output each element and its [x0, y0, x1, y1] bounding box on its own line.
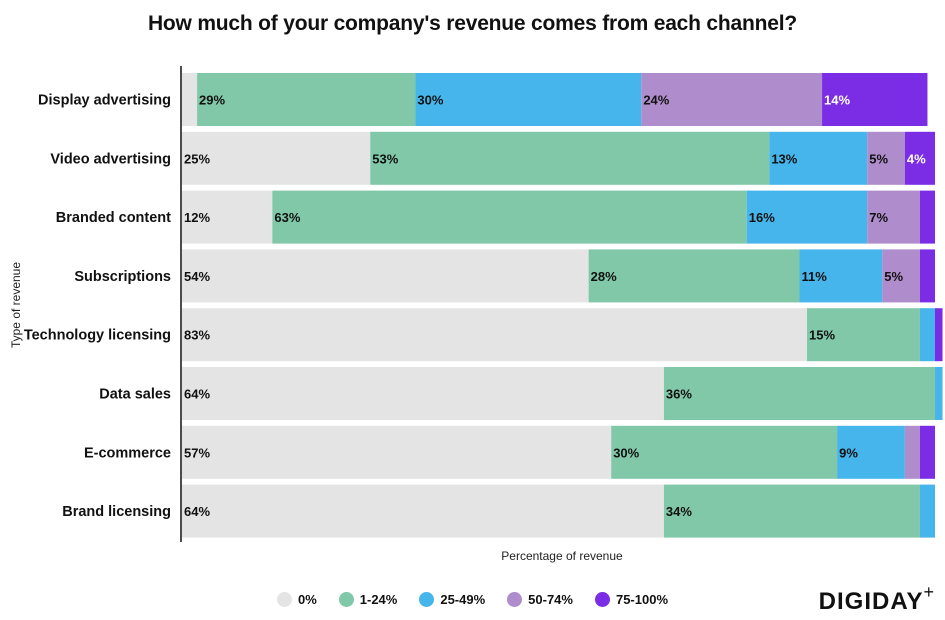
bar-segment-e-commerce-1-24 — [611, 425, 838, 479]
legend-item-1-24: 1-24% — [338, 592, 398, 607]
bar-segment-branded-content-1-24 — [272, 190, 747, 244]
bar-segment-video-advertising-75-100 — [904, 131, 935, 185]
bar-segment-video-advertising-1-24 — [370, 131, 770, 185]
category-label-e-commerce: E-commerce — [84, 445, 171, 461]
bar-segment-display-advertising-25-49 — [415, 73, 642, 126]
data-label-video-advertising-1-24: 53% — [372, 151, 398, 166]
data-label-display-advertising-50-74: 24% — [643, 93, 669, 108]
legend-item-zero: 0% — [276, 592, 317, 607]
bar-segment-branded-content-zero — [182, 190, 273, 244]
legend-label: 50-74% — [528, 592, 573, 607]
data-label-e-commerce-1-24: 30% — [613, 445, 639, 460]
category-label-brand-licensing: Brand licensing — [62, 504, 171, 520]
legend: 0% 1-24% 25-49% 50-74% 75-100% — [0, 592, 945, 607]
legend-item-75-100: 75-100% — [594, 592, 669, 607]
bar-segment-data-sales-1-24 — [663, 367, 935, 420]
data-label-brand-licensing-1-24: 34% — [666, 504, 692, 519]
data-label-subscriptions-25-49: 11% — [801, 269, 827, 284]
bar-segment-e-commerce-zero — [182, 425, 612, 479]
bar-segment-subscriptions-75-100 — [919, 249, 935, 303]
legend-label: 0% — [297, 592, 317, 607]
data-label-technology-licensing-zero: 83% — [184, 328, 210, 343]
data-label-subscriptions-zero: 54% — [184, 269, 210, 284]
data-label-video-advertising-75-100: 4% — [907, 151, 926, 166]
bar-segment-technology-licensing-75-100 — [935, 308, 943, 362]
bar-segment-e-commerce-75-100 — [919, 425, 935, 479]
data-label-e-commerce-zero: 57% — [184, 445, 210, 460]
data-label-display-advertising-25-49: 30% — [417, 93, 443, 108]
data-label-subscriptions-1-24: 28% — [591, 269, 617, 284]
bar-segment-brand-licensing-25-49 — [919, 484, 935, 538]
data-label-video-advertising-zero: 25% — [184, 151, 210, 166]
bar-segment-branded-content-75-100 — [919, 190, 935, 244]
category-label-branded-content: Branded content — [56, 210, 171, 226]
legend-label: 1-24% — [359, 592, 398, 607]
digiday-logo: DIGIDAY+ — [818, 582, 935, 615]
category-labels: Display advertising Video advertising Bran… — [24, 93, 171, 521]
bar-segment-display-advertising-50-74 — [641, 73, 823, 126]
bar-segment-subscriptions-25-49 — [799, 249, 883, 303]
chart-title: How much of your company's revenue comes… — [147, 12, 798, 35]
stacked-bar-chart: 29% 30% 24% 14% 25% 53% 13% 5% 4% 12% 63% 16% 7% 54% 2… — [9, 66, 943, 563]
legend-label: 25-49% — [440, 592, 486, 607]
bar-segment-brand-licensing-1-24 — [663, 484, 920, 538]
data-label-e-commerce-25-49: 9% — [839, 445, 858, 460]
data-label-branded-content-1-24: 63% — [274, 210, 300, 225]
legend-label: 75-100% — [615, 592, 669, 607]
data-label-display-advertising-75-100: 14% — [824, 93, 850, 108]
bar-segment-data-sales-25-49 — [935, 367, 943, 420]
x-axis-title: Percentage of revenue — [501, 549, 623, 563]
y-axis-title: Type of revenue — [9, 262, 23, 348]
bar-segment-display-advertising-zero — [182, 73, 198, 126]
bar-segment-subscriptions-50-74 — [882, 249, 920, 303]
data-label-technology-licensing-1-24: 15% — [809, 328, 835, 343]
bar-segment-video-advertising-25-49 — [769, 131, 868, 185]
data-label-branded-content-zero: 12% — [184, 210, 210, 225]
bar-segment-technology-licensing-25-49 — [919, 308, 935, 362]
bar-segment-data-sales-zero — [182, 367, 664, 420]
data-label-branded-content-25-49: 16% — [749, 210, 775, 225]
bar-segment-branded-content-50-74 — [867, 190, 920, 244]
bar-segment-subscriptions-1-24 — [588, 249, 800, 303]
data-label-brand-licensing-zero: 64% — [184, 504, 210, 519]
data-label-display-advertising-1-24: 29% — [199, 93, 225, 108]
bar-segment-display-advertising-75-100 — [822, 73, 928, 126]
legend-item-25-49: 25-49% — [419, 592, 485, 607]
category-label-display-advertising: Display advertising — [38, 93, 171, 109]
legend-item-50-74: 50-74% — [507, 592, 573, 607]
bar-segment-technology-licensing-1-24 — [806, 308, 920, 362]
data-label-video-advertising-50-74: 5% — [869, 151, 888, 166]
bar-segment-video-advertising-50-74 — [867, 131, 905, 185]
legend-swatch — [276, 592, 292, 607]
data-label-data-sales-zero: 64% — [184, 387, 210, 402]
bar-segment-e-commerce-50-74 — [904, 425, 920, 479]
legend-swatch — [338, 592, 354, 607]
category-label-technology-licensing: Technology licensing — [24, 328, 171, 344]
bar-segment-technology-licensing-zero — [182, 308, 807, 362]
bars-group: 29% 30% 24% 14% 25% 53% 13% 5% 4% 12% 63% 16% 7% 54% 2… — [182, 73, 943, 538]
data-label-data-sales-1-24: 36% — [666, 387, 692, 402]
bar-segment-brand-licensing-zero — [182, 484, 664, 538]
category-label-video-advertising: Video advertising — [50, 151, 171, 167]
legend-swatch — [419, 592, 435, 607]
bar-segment-video-advertising-zero — [182, 131, 371, 185]
bar-segment-display-advertising-1-24 — [197, 73, 416, 126]
legend-swatch — [507, 592, 523, 607]
category-label-subscriptions: Subscriptions — [74, 269, 171, 285]
legend-swatch — [594, 592, 610, 607]
data-label-subscriptions-50-74: 5% — [884, 269, 903, 284]
data-label-branded-content-50-74: 7% — [869, 210, 888, 225]
category-label-data-sales: Data sales — [99, 387, 171, 403]
bar-segment-e-commerce-25-49 — [837, 425, 905, 479]
bar-segment-subscriptions-zero — [182, 249, 589, 303]
bar-segment-branded-content-25-49 — [746, 190, 868, 244]
data-label-video-advertising-25-49: 13% — [771, 151, 797, 166]
